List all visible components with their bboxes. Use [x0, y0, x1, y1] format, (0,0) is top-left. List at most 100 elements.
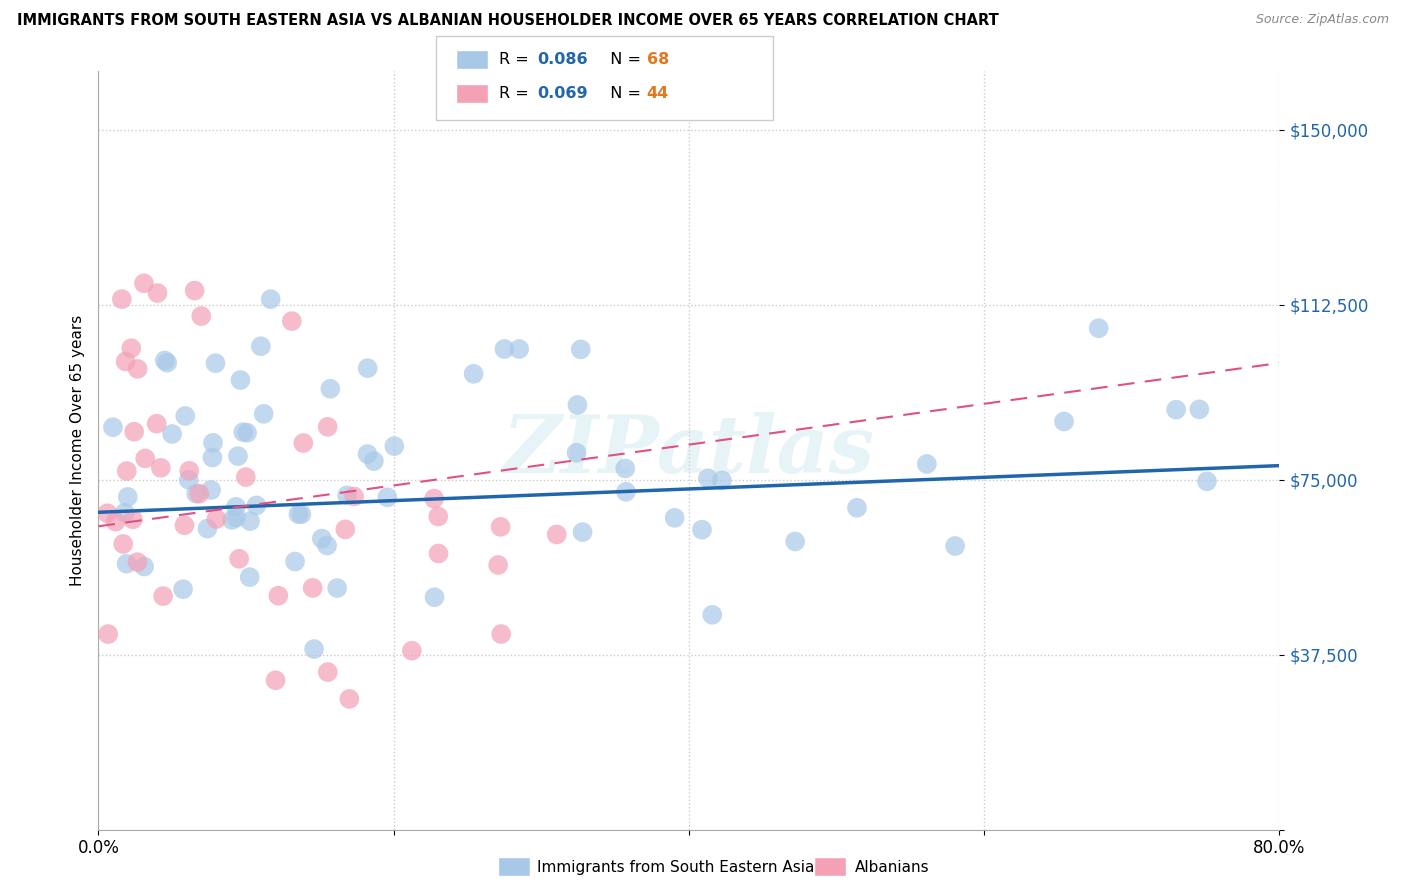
Point [232, 425, 254, 439]
Point [292, 436, 315, 450]
Point [569, 343, 592, 357]
Point [489, 627, 512, 641]
Point [546, 527, 568, 541]
Point [134, 451, 156, 466]
Point [127, 362, 149, 376]
Point [382, 439, 405, 453]
Point [225, 510, 247, 524]
Point [172, 582, 194, 597]
Point [565, 446, 588, 460]
Point [489, 520, 512, 534]
Point [122, 512, 145, 526]
Point [702, 607, 724, 622]
Point [290, 507, 312, 521]
Point [423, 591, 446, 605]
Point [1195, 475, 1218, 489]
Point [302, 642, 325, 657]
Point [494, 342, 516, 356]
Text: ZIPatlas: ZIPatlas [503, 412, 875, 489]
Point [363, 454, 385, 468]
Point [145, 417, 167, 431]
Point [115, 557, 138, 571]
Point [120, 341, 142, 355]
Point [250, 339, 273, 353]
Point [335, 522, 357, 536]
Text: Source: ZipAtlas.com: Source: ZipAtlas.com [1256, 13, 1389, 27]
Point [508, 342, 530, 356]
Point [204, 356, 226, 370]
Point [664, 510, 686, 524]
Point [326, 581, 349, 595]
Point [696, 471, 718, 485]
Point [423, 491, 446, 506]
Point [112, 537, 135, 551]
Text: N =: N = [600, 87, 647, 101]
Point [337, 692, 360, 706]
Y-axis label: Householder Income Over 65 years: Householder Income Over 65 years [69, 315, 84, 586]
Point [127, 555, 149, 569]
Point [1166, 402, 1188, 417]
Point [201, 450, 224, 465]
Point [915, 457, 938, 471]
Point [571, 525, 593, 540]
Point [179, 464, 201, 478]
Point [311, 532, 333, 546]
Text: Immigrants from South Eastern Asia: Immigrants from South Eastern Asia [537, 860, 814, 874]
Point [134, 559, 156, 574]
Point [132, 277, 155, 291]
Point [427, 509, 450, 524]
Point [122, 425, 145, 439]
Point [117, 490, 139, 504]
Point [463, 367, 485, 381]
Point [101, 420, 124, 434]
Point [1188, 402, 1211, 417]
Point [356, 447, 378, 461]
Point [567, 398, 589, 412]
Text: 68: 68 [647, 53, 669, 67]
Point [186, 486, 208, 500]
Point [228, 551, 250, 566]
Point [710, 474, 733, 488]
Point [177, 473, 200, 487]
Point [183, 284, 205, 298]
Point [267, 589, 290, 603]
Point [316, 539, 339, 553]
Point [114, 506, 136, 520]
Point [1087, 321, 1109, 335]
Text: N =: N = [600, 53, 647, 67]
Text: Albanians: Albanians [855, 860, 929, 874]
Text: 0.086: 0.086 [537, 53, 588, 67]
Point [146, 285, 169, 300]
Text: 0.069: 0.069 [537, 87, 588, 101]
Point [319, 382, 342, 396]
Point [235, 470, 257, 484]
Point [115, 464, 138, 478]
Point [111, 292, 134, 306]
Point [690, 523, 713, 537]
Point [284, 555, 307, 569]
Point [205, 512, 228, 526]
Point [239, 570, 262, 584]
Point [245, 499, 267, 513]
Text: R =: R = [499, 87, 534, 101]
Point [259, 292, 281, 306]
Point [239, 514, 262, 528]
Point [190, 309, 212, 323]
Point [229, 373, 252, 387]
Point [173, 518, 195, 533]
Point [152, 589, 174, 603]
Point [356, 361, 378, 376]
Point [301, 581, 323, 595]
Point [1053, 414, 1076, 428]
Point [614, 461, 637, 475]
Point [114, 354, 136, 368]
Point [160, 427, 183, 442]
Point [264, 673, 287, 688]
Point [401, 644, 423, 658]
Point [486, 558, 509, 572]
Point [287, 507, 309, 521]
Point [225, 500, 247, 514]
Point [200, 483, 222, 497]
Point [97, 627, 120, 641]
Point [785, 534, 807, 549]
